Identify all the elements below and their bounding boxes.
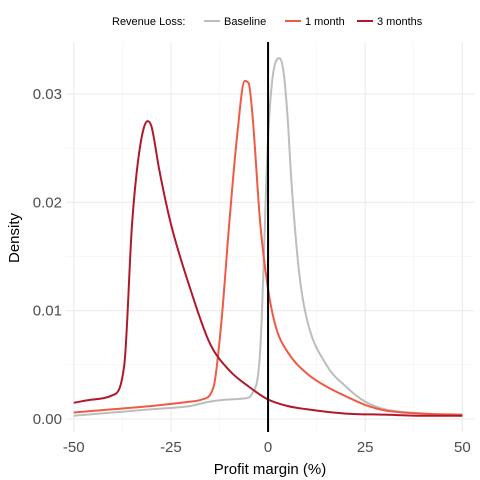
y-axis-title: Density [6, 212, 23, 263]
legend-entry-baseline: Baseline [204, 16, 266, 28]
x-axis-title: Profit margin (%) [214, 461, 327, 478]
legend-label-1-month: 1 month [305, 16, 345, 28]
legend-title: Revenue Loss: [112, 16, 185, 28]
series-line-1-month [73, 80, 463, 416]
x-tick-labels: -50 -25 0 25 50 [63, 439, 471, 456]
x-tick-label: -25 [160, 439, 182, 456]
series-line-baseline [73, 57, 463, 417]
legend-label-baseline: Baseline [224, 16, 266, 28]
series-lines [73, 57, 463, 417]
x-tick-label: -50 [63, 439, 85, 456]
legend-label-3-months: 3 months [377, 16, 423, 28]
y-tick-labels: 0.00 0.01 0.02 0.03 [33, 86, 62, 428]
legend-entry-1-month: 1 month [285, 16, 345, 28]
x-tick-label: 25 [357, 439, 374, 456]
series-line-3-months [73, 120, 463, 417]
legend: Revenue Loss: Baseline 1 month 3 months [112, 16, 423, 28]
y-tick-label: 0.00 [33, 411, 62, 428]
legend-entry-3-months: 3 months [357, 16, 423, 28]
y-tick-label: 0.02 [33, 194, 62, 211]
x-tick-label: 50 [454, 439, 471, 456]
y-tick-label: 0.03 [33, 86, 62, 103]
y-tick-label: 0.01 [33, 303, 62, 320]
x-tick-label: 0 [264, 439, 272, 456]
